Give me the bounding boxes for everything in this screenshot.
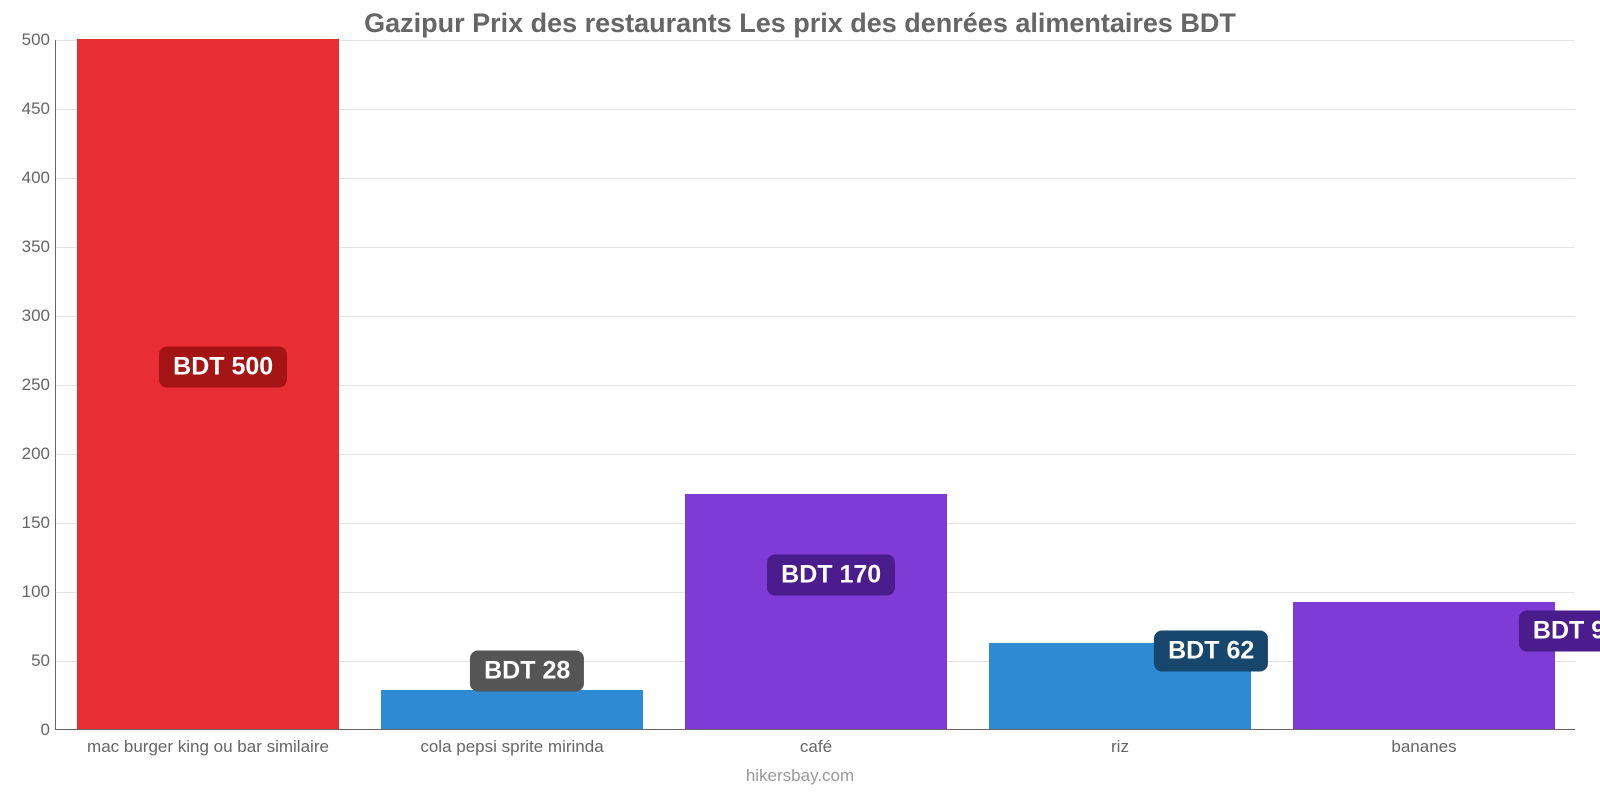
price-bar-chart: Gazipur Prix des restaurants Les prix de…	[0, 0, 1600, 800]
bar-value-badge: BDT 170	[767, 555, 895, 596]
ytick-label: 250	[22, 375, 56, 395]
ytick-label: 350	[22, 237, 56, 257]
ytick-label: 0	[41, 720, 56, 740]
xtick-label: cola pepsi sprite mirinda	[420, 729, 603, 757]
ytick-label: 500	[22, 30, 56, 50]
chart-credit: hikersbay.com	[0, 766, 1600, 786]
ytick-label: 150	[22, 513, 56, 533]
bar-value-badge: BDT 500	[159, 347, 287, 388]
bar	[381, 690, 642, 729]
xtick-label: bananes	[1391, 729, 1456, 757]
ytick-label: 100	[22, 582, 56, 602]
xtick-label: riz	[1111, 729, 1129, 757]
xtick-label: mac burger king ou bar similaire	[87, 729, 329, 757]
bar-value-badge: BDT 92	[1519, 610, 1600, 651]
bar-value-badge: BDT 28	[470, 650, 584, 691]
bar	[685, 494, 946, 729]
ytick-label: 300	[22, 306, 56, 326]
bar	[1293, 602, 1554, 729]
chart-title: Gazipur Prix des restaurants Les prix de…	[0, 8, 1600, 39]
plot-area: 050100150200250300350400450500BDT 500mac…	[55, 40, 1575, 730]
ytick-label: 50	[31, 651, 56, 671]
bar-value-badge: BDT 62	[1154, 631, 1268, 672]
ytick-label: 400	[22, 168, 56, 188]
ytick-label: 450	[22, 99, 56, 119]
xtick-label: café	[800, 729, 832, 757]
ytick-label: 200	[22, 444, 56, 464]
